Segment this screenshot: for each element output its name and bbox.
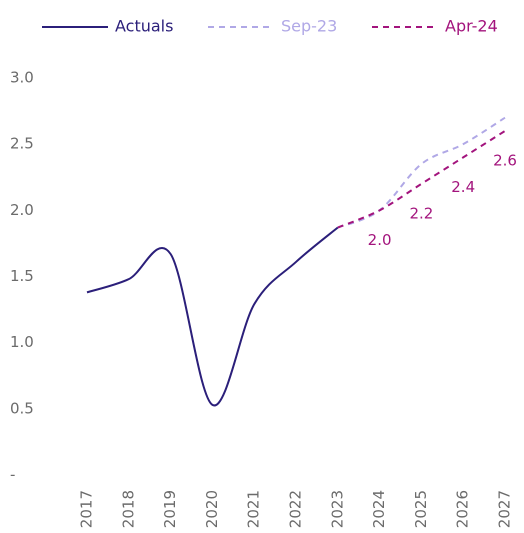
x-tick-label: 2022 bbox=[287, 490, 305, 528]
x-tick-label: 2019 bbox=[161, 490, 179, 528]
y-tick-label: 2.0 bbox=[10, 201, 34, 219]
series-line bbox=[86, 226, 339, 407]
series-line bbox=[337, 116, 506, 229]
x-tick-label: 2020 bbox=[203, 490, 221, 528]
y-tick-label: 3.0 bbox=[10, 69, 34, 87]
x-tick-label: 2017 bbox=[78, 490, 96, 528]
x-tick-label: 2024 bbox=[370, 490, 388, 528]
x-tick-label: 2026 bbox=[454, 490, 472, 528]
value-label: 2.4 bbox=[451, 178, 475, 196]
y-tick-label: 2.5 bbox=[10, 135, 34, 153]
value-label: 2.0 bbox=[368, 231, 392, 249]
x-tick-label: 2025 bbox=[412, 490, 430, 528]
value-label: 2.2 bbox=[409, 204, 433, 222]
legend-label: Actuals bbox=[115, 17, 173, 36]
x-tick-label: 2027 bbox=[496, 490, 514, 528]
y-tick-label: 1.5 bbox=[10, 267, 34, 285]
x-tick-label: 2023 bbox=[328, 490, 346, 528]
y-tick-label: 0.5 bbox=[10, 399, 34, 417]
x-tick-label: 2018 bbox=[119, 490, 137, 528]
x-tick-label: 2021 bbox=[245, 490, 263, 528]
y-tick-label: 1.0 bbox=[10, 333, 34, 351]
legend-label: Sep-23 bbox=[281, 17, 337, 36]
legend-label: Apr-24 bbox=[445, 17, 498, 36]
y-tick-label: - bbox=[10, 466, 15, 484]
value-label: 2.6 bbox=[493, 151, 517, 169]
